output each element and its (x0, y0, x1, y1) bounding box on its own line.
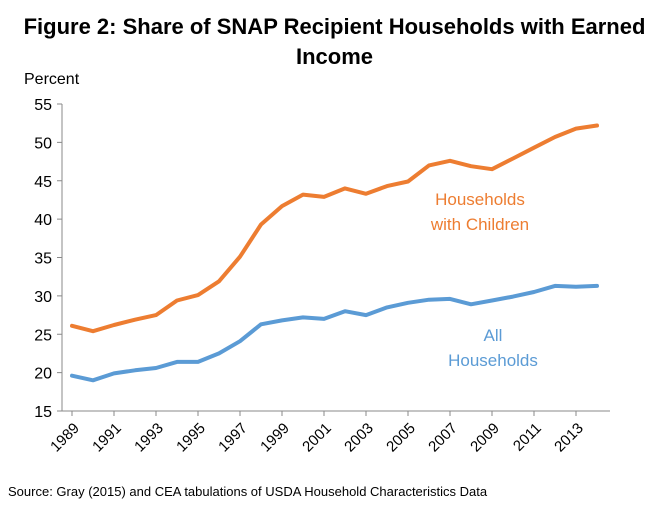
series-label-line: Households (448, 351, 538, 370)
y-axis-label: Percent (24, 71, 80, 88)
series-labels: Households with Children All Households (430, 190, 538, 370)
x-tick-label: 2003 (341, 420, 377, 456)
x-tick-label: 1991 (89, 420, 125, 456)
y-tick-label: 20 (34, 366, 52, 383)
series-label-all-households: All Households (448, 326, 538, 370)
series-label-line: All (484, 326, 503, 345)
y-tick-label: 55 (34, 97, 52, 114)
x-tick-label: 2011 (510, 420, 545, 455)
y-tick-label: 30 (34, 289, 52, 306)
x-tick-label: 2007 (425, 420, 461, 456)
x-tick-label: 1989 (47, 420, 83, 456)
y-tick-label: 35 (34, 251, 52, 268)
x-tick-label: 2009 (467, 420, 503, 456)
series-lines (70, 123, 599, 383)
source-note: Source: Gray (2015) and CEA tabulations … (8, 484, 488, 499)
x-tick-label: 1993 (131, 420, 167, 456)
y-axis-ticks: 15 20 25 30 35 40 45 50 55 (34, 97, 62, 421)
x-tick-label: 2013 (551, 420, 587, 456)
series-label-line: with Children (430, 215, 529, 234)
y-tick-label: 15 (34, 404, 52, 421)
y-tick-label: 50 (34, 135, 52, 152)
x-axis-ticks: 1989 1991 1993 1995 1997 1999 2001 2003 2005 2007… (47, 411, 587, 455)
y-tick-label: 40 (34, 212, 52, 229)
x-tick-label: 1999 (257, 420, 293, 456)
y-tick-label: 45 (34, 174, 52, 191)
series-line-all-households (70, 283, 599, 383)
x-tick-label: 1995 (173, 420, 209, 456)
series-label-households-with-children: Households with Children (430, 190, 529, 234)
series-line-households-with-children (70, 123, 599, 334)
x-tick-label: 2001 (299, 420, 335, 456)
x-tick-label: 2005 (383, 420, 419, 456)
series-label-line: Households (435, 190, 525, 209)
x-tick-label: 1997 (215, 420, 251, 456)
chart-title: Figure 2: Share of SNAP Recipient Househ… (23, 14, 646, 69)
y-tick-label: 25 (34, 327, 52, 344)
